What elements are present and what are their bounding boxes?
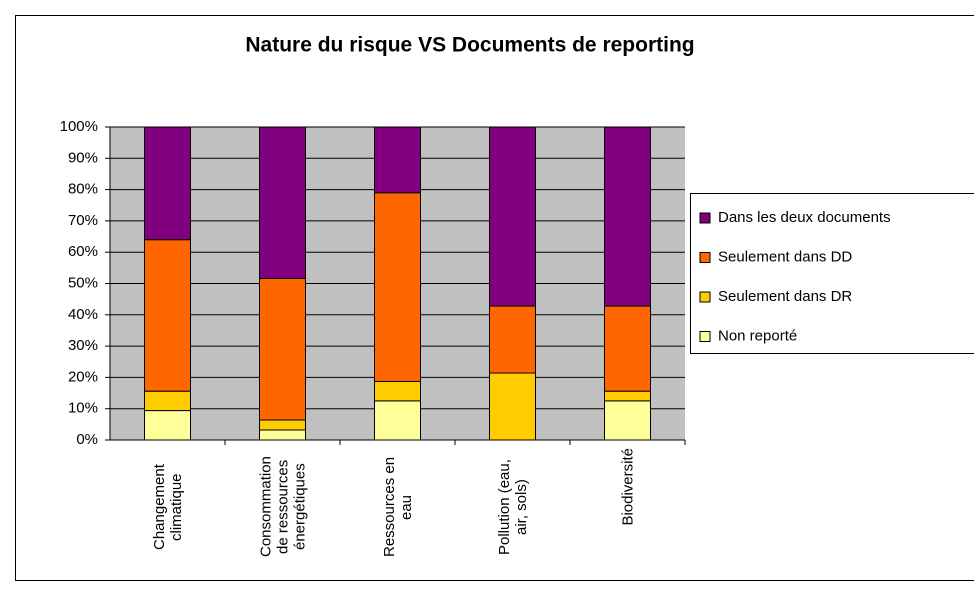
bar-segment xyxy=(374,126,421,194)
y-tick-label: 20% xyxy=(68,368,98,385)
bar-segment xyxy=(604,126,651,307)
y-tick-label: 10% xyxy=(68,400,98,417)
x-tick-label: Ressources en eau xyxy=(380,456,415,558)
y-tick-label: 0% xyxy=(76,431,98,448)
bar-segment xyxy=(144,390,191,412)
bar-segment xyxy=(604,390,651,402)
y-tick-label: 90% xyxy=(68,149,98,166)
bar-segment xyxy=(374,192,421,382)
legend-label: Seulement dans DD xyxy=(718,248,852,265)
y-tick-label: 30% xyxy=(68,337,98,354)
x-tick-label: Changement climatique xyxy=(150,464,185,550)
bar-segment xyxy=(374,400,421,441)
bar-segment xyxy=(144,239,191,392)
legend-swatch xyxy=(699,212,711,224)
legend-label: Non reporté xyxy=(718,327,797,344)
y-tick-label: 40% xyxy=(68,306,98,323)
bar-segment xyxy=(144,410,191,441)
chart-title: Nature du risque VS Documents de reporti… xyxy=(245,34,694,57)
x-tick-label: Pollution (eau, air, sols) xyxy=(495,459,530,555)
bar-segment xyxy=(259,126,306,279)
legend-swatch xyxy=(699,252,711,263)
bar-segment xyxy=(489,305,536,374)
bar-segment xyxy=(604,400,651,441)
bar-segment xyxy=(259,277,306,421)
legend-swatch xyxy=(699,331,711,342)
y-tick-label: 70% xyxy=(68,212,98,229)
bar-segment xyxy=(259,419,306,431)
bar-segment xyxy=(374,380,421,402)
legend-swatch xyxy=(699,291,711,303)
bar-segment xyxy=(259,429,306,441)
x-tick-label: Consommation de ressources énergétiques xyxy=(257,456,308,558)
bar-segment xyxy=(604,305,651,392)
bar-segment xyxy=(489,372,536,441)
bar-segment xyxy=(144,126,191,241)
x-tick-label: Biodiversité xyxy=(619,448,636,526)
legend-label: Dans les deux documents xyxy=(718,209,891,226)
legend-box xyxy=(690,193,974,354)
y-tick-label: 50% xyxy=(68,274,98,291)
y-tick-label: 100% xyxy=(60,118,98,135)
bar-segment xyxy=(489,126,536,307)
y-tick-label: 80% xyxy=(68,181,98,198)
legend-label: Seulement dans DR xyxy=(718,288,852,305)
y-tick-label: 60% xyxy=(68,243,98,260)
